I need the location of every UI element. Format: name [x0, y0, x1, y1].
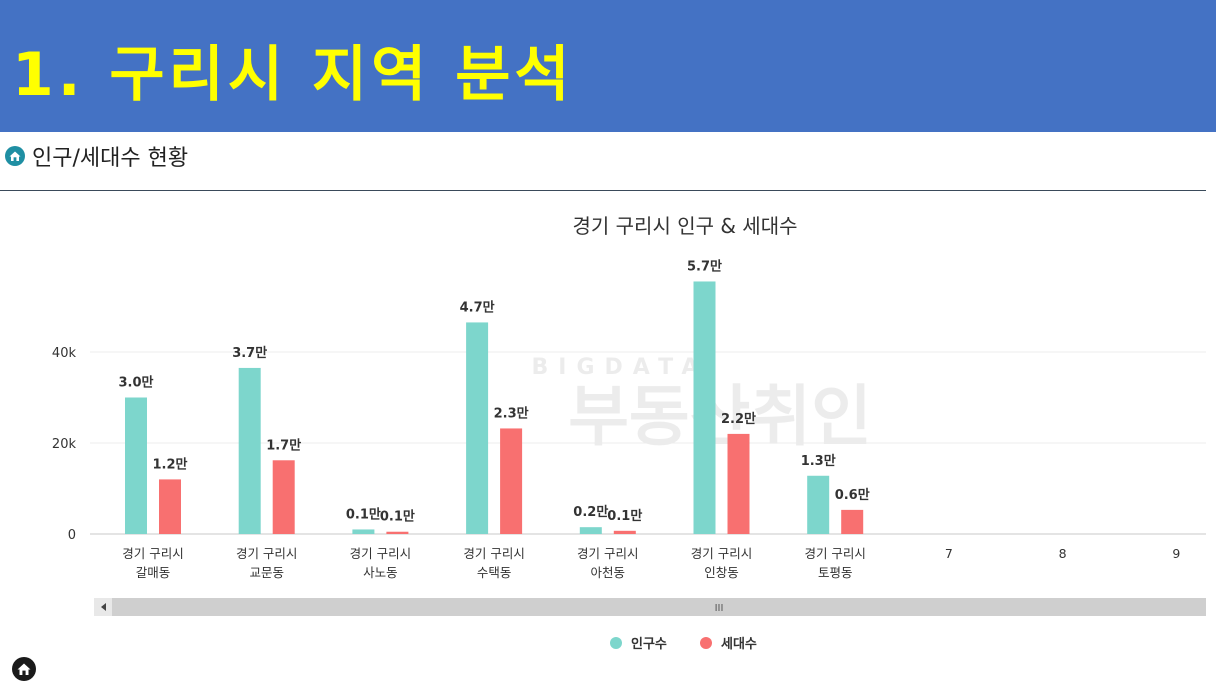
- data-label: 2.2만: [721, 411, 756, 427]
- household-bar[interactable]: [727, 433, 750, 534]
- population-bar[interactable]: [693, 281, 716, 534]
- household-bar[interactable]: [500, 428, 523, 534]
- x-tick-label-line: 경기 구리시: [804, 546, 865, 561]
- bars: [125, 281, 864, 535]
- section-title: 인구/세대수 현황: [32, 146, 189, 171]
- section-divider: [0, 190, 1206, 191]
- title-banner: 1. 구리시 지역 분석: [0, 0, 1216, 132]
- population-household-chart: 경기 구리시 인구 & 세대수 BIGDATA 부동산취인 0 20k 40k 3.…: [52, 214, 1206, 652]
- household-bar[interactable]: [841, 509, 864, 534]
- population-bar[interactable]: [807, 475, 830, 534]
- horizontal-scrollbar[interactable]: III: [94, 598, 1206, 616]
- x-tick-label: 8: [1059, 546, 1067, 561]
- data-label: 0.1만: [346, 506, 381, 522]
- data-label: 1.2만: [153, 456, 188, 472]
- scroll-left-arrow-icon: [101, 603, 106, 611]
- x-tick-label-line: 경기 구리시: [463, 546, 524, 561]
- data-label: 0.2만: [573, 504, 608, 520]
- data-label: 0.1만: [380, 509, 415, 525]
- legend-label-population: 인구수: [631, 636, 667, 652]
- x-tick-label-line: 경기 구리시: [236, 546, 297, 561]
- household-bar[interactable]: [272, 460, 295, 534]
- chart-title: 경기 구리시 인구 & 세대수: [572, 214, 797, 238]
- data-label: 0.1만: [607, 508, 642, 524]
- x-tick-label: 7: [945, 546, 953, 561]
- y-tick-label: 40k: [52, 346, 77, 361]
- population-bar[interactable]: [125, 397, 147, 535]
- population-bar[interactable]: [352, 529, 375, 534]
- data-label: 1.3만: [801, 453, 836, 469]
- legend-label-households: 세대수: [721, 637, 757, 652]
- page-title: 1. 구리시 지역 분석: [12, 40, 574, 110]
- x-tick-label-line: 아천동: [591, 565, 626, 580]
- y-tick-label: 0: [68, 528, 76, 543]
- x-tick-label-line: 7: [945, 546, 953, 561]
- legend-item-population[interactable]: 인구수: [610, 636, 667, 652]
- legend: 인구수 세대수: [610, 636, 757, 652]
- x-tick-label-line: 9: [1172, 546, 1180, 561]
- population-bar[interactable]: [579, 527, 602, 534]
- x-tick-label-line: 수택동: [477, 565, 512, 580]
- data-labels: 3.0만 3.7만 0.1만 4.7만 0.2만 5.7만 1.3만 1.2만 1.7만 0.1만…: [119, 258, 870, 524]
- watermark-main-text: 부동산취인: [568, 378, 872, 455]
- watermark-top-text: BIGDATA: [532, 355, 709, 380]
- x-tick-label-line: 토평동: [818, 565, 853, 580]
- data-label: 1.7만: [266, 437, 301, 453]
- section-header: 인구/세대수 현황: [4, 141, 188, 171]
- x-tick-label-line: 경기 구리시: [350, 546, 411, 561]
- population-bar[interactable]: [466, 322, 489, 534]
- household-bar[interactable]: [159, 479, 181, 534]
- x-tick-label-line: 교문동: [249, 565, 284, 580]
- y-tick-label: 20k: [52, 437, 77, 452]
- data-label: 5.7만: [687, 258, 722, 274]
- scrollbar-thumb-grip[interactable]: III: [715, 603, 724, 614]
- x-tick-label-line: 갈매동: [136, 565, 171, 580]
- x-tick-label-line: 경기 구리시: [122, 546, 183, 561]
- x-tick-label-line: 인창동: [704, 565, 739, 580]
- x-tick-label-line: 8: [1059, 546, 1067, 561]
- legend-item-households[interactable]: 세대수: [700, 637, 757, 652]
- watermark: BIGDATA 부동산취인: [532, 355, 872, 455]
- data-label: 3.7만: [232, 345, 267, 361]
- data-label: 4.7만: [460, 299, 495, 315]
- x-tick-label-line: 경기 구리시: [577, 546, 638, 561]
- household-bar[interactable]: [386, 531, 409, 534]
- data-label: 2.3만: [494, 405, 529, 421]
- house-icon: [5, 146, 25, 166]
- y-axis: 0 20k 40k: [52, 346, 77, 543]
- x-tick-label-line: 사노동: [363, 565, 398, 580]
- data-label: 3.0만: [119, 375, 154, 391]
- household-bar[interactable]: [613, 530, 636, 534]
- x-tick-label: 9: [1172, 546, 1180, 561]
- data-label: 0.6만: [835, 487, 870, 503]
- x-tick-label-line: 경기 구리시: [691, 546, 752, 561]
- footer-house-icon: [12, 657, 36, 681]
- population-bar[interactable]: [238, 367, 261, 534]
